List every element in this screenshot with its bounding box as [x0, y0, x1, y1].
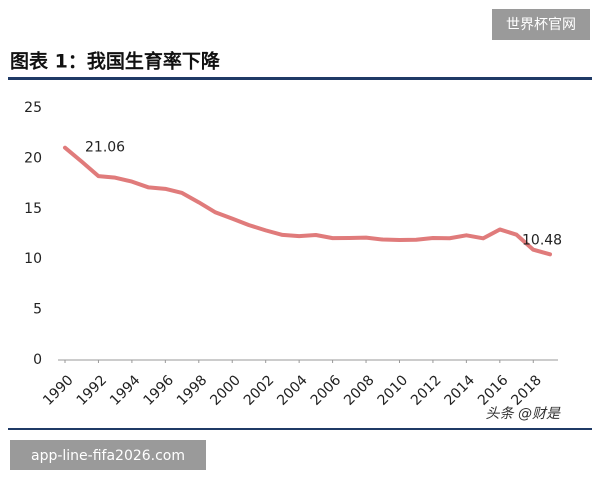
- x-tick-label: 2008: [341, 372, 378, 409]
- x-tick-label: 1990: [40, 372, 77, 409]
- x-tick-label: 1992: [74, 372, 111, 409]
- chart-title: 图表 1：我国生育率下降: [10, 50, 221, 73]
- x-tick-label: 2004: [274, 372, 311, 409]
- y-tick-label: 25: [24, 100, 42, 116]
- y-tick-label: 15: [24, 201, 42, 217]
- x-tick-label: 2012: [408, 372, 445, 409]
- footer-rule: [8, 428, 592, 430]
- header-rule: [8, 77, 592, 80]
- y-tick-label: 10: [24, 251, 42, 267]
- x-tick-label: 2014: [442, 372, 479, 409]
- x-tick-label: 2000: [207, 372, 244, 409]
- x-tick-label: 1996: [140, 372, 177, 409]
- source-tag: 头条 @财是: [486, 406, 561, 422]
- y-tick-label: 5: [33, 302, 42, 318]
- watermark: app-line-fifa2026.com: [31, 448, 185, 464]
- x-tick-label: 2010: [375, 372, 412, 409]
- y-tick-label: 20: [24, 150, 42, 166]
- line: [63, 145, 552, 257]
- watermark-box: [492, 9, 590, 40]
- x-tick-label: 2016: [475, 372, 512, 409]
- x-tick-label: 1998: [174, 372, 211, 409]
- x-tick-label: 2018: [508, 372, 545, 409]
- x-tick-label: 1994: [107, 372, 144, 409]
- x-tick-label: 2006: [308, 372, 345, 409]
- watermark-box: [10, 440, 206, 470]
- data-label: 10.48: [522, 232, 562, 248]
- watermark: 世界杯官网: [506, 17, 576, 33]
- y-tick-label: 0: [33, 352, 42, 368]
- x-tick-label: 2002: [241, 372, 278, 409]
- data-label: 21.06: [85, 140, 125, 156]
